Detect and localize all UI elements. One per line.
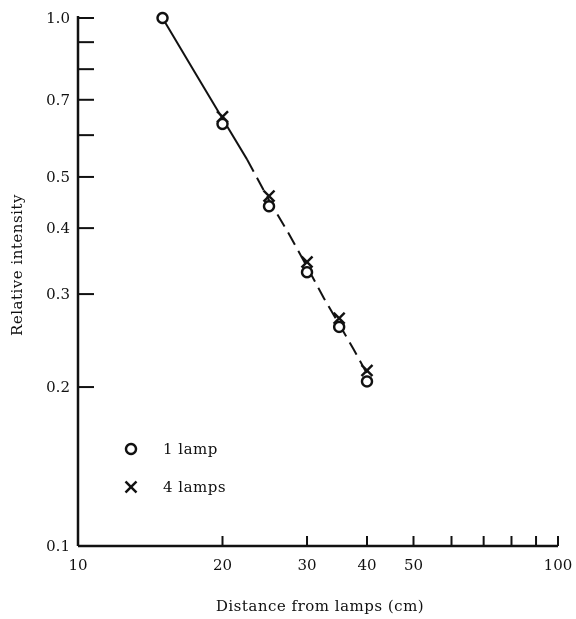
legend: 1 lamp 4 lamps [124, 440, 226, 496]
data-point-x [262, 189, 276, 203]
x-tick-label: 10 [68, 556, 87, 574]
x-ticks: 10 20 30 40 50 100 [68, 536, 572, 574]
data-point-circle [262, 200, 276, 213]
x-marker-stroke [216, 110, 229, 124]
series-1-lamp [156, 11, 374, 388]
y-tick-label: 0.7 [46, 91, 70, 109]
legend-item: 1 lamp [124, 440, 218, 458]
x-axis-title: Distance from lamps (cm) [216, 597, 424, 615]
legend-item: 4 lamps [124, 478, 226, 496]
axes [76, 16, 558, 548]
x-tick-label: 30 [297, 556, 316, 574]
x-tick-label: 50 [404, 556, 423, 574]
x-tick-label: 40 [357, 556, 376, 574]
x-tick-label: 20 [213, 556, 232, 574]
data-point-x [360, 364, 374, 377]
data-point-x [332, 311, 346, 325]
legend-x-marker [124, 480, 138, 494]
fit-curve-solid [161, 17, 248, 160]
data-point-circle [156, 11, 169, 25]
series-4-lamps [216, 110, 374, 377]
data-point-circle [216, 117, 229, 131]
x-marker-stroke [332, 311, 346, 325]
data-point-circle [332, 320, 346, 334]
y-tick-label: 0.4 [46, 219, 70, 237]
data-point-circle [300, 266, 314, 279]
series-layer [156, 11, 374, 388]
y-tick-label: 1.0 [46, 9, 70, 27]
y-axis-title: Relative intensity [8, 194, 26, 336]
y-tick-label: 0.3 [46, 285, 70, 303]
y-tick-label: 0.5 [46, 168, 70, 186]
y-ticks: 0.1 0.2 0.3 0.4 0.5 0.7 1.0 [46, 9, 94, 555]
data-point-circle [360, 375, 374, 388]
legend-label: 4 lamps [163, 478, 226, 496]
x-marker-stroke [124, 480, 138, 494]
x-marker-stroke [300, 255, 314, 269]
legend-label: 1 lamp [163, 440, 218, 458]
x-marker-stroke [360, 364, 374, 377]
y-tick-label: 0.2 [46, 378, 70, 396]
legend-circle-marker [124, 442, 138, 456]
x-marker-stroke [262, 189, 276, 203]
x-tick-label: 100 [544, 556, 573, 574]
data-point-x [300, 255, 314, 269]
y-tick-label: 0.1 [46, 537, 70, 555]
data-point-x [216, 110, 229, 124]
